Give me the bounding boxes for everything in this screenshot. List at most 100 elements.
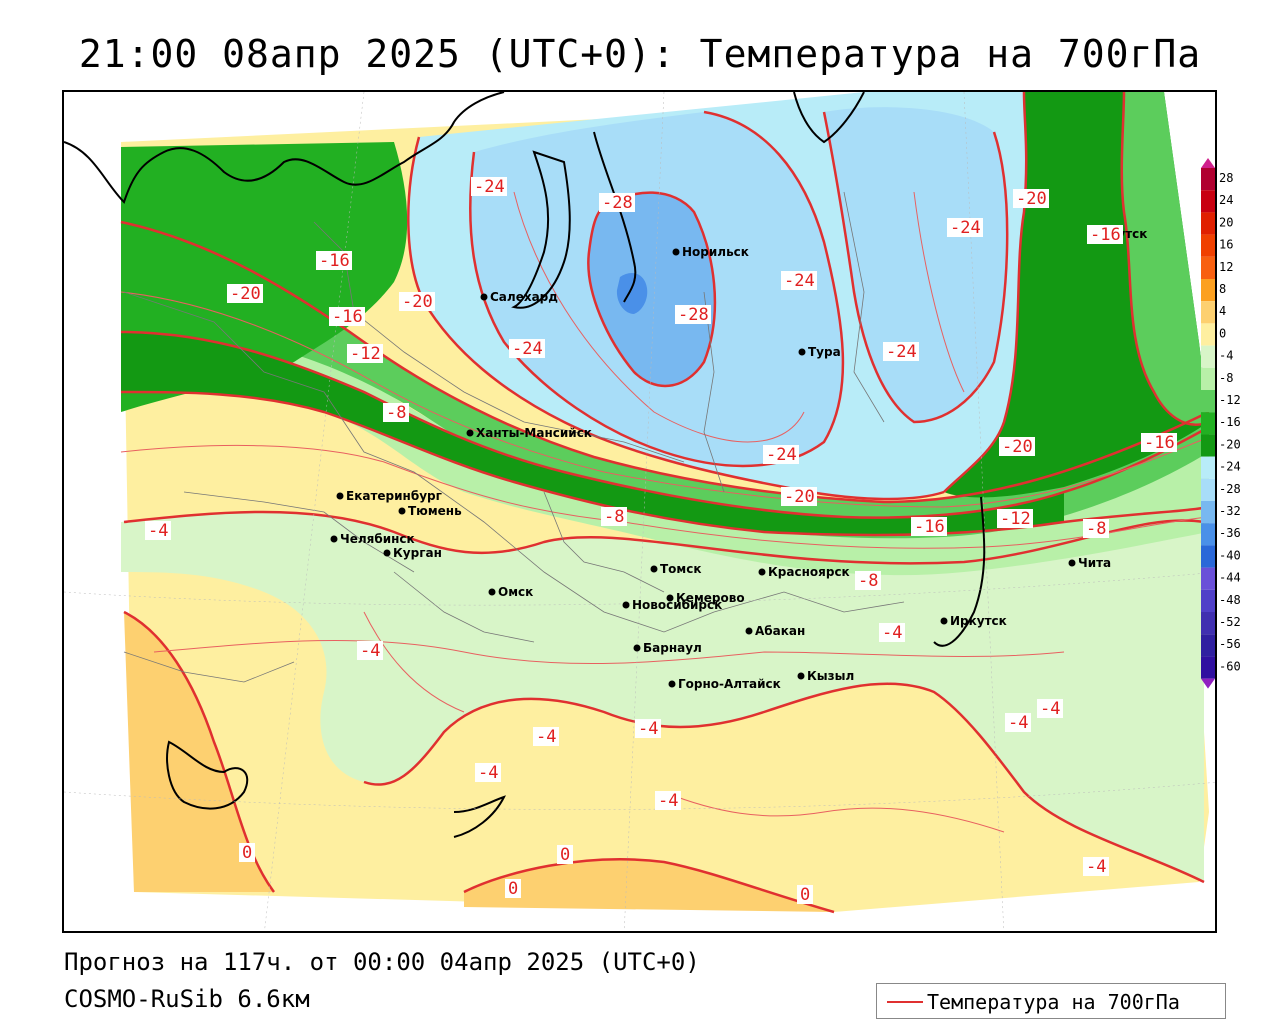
isotherm-label-bg xyxy=(399,292,435,311)
isotherm-label-bg xyxy=(1083,857,1109,876)
isotherm-label-text: -4 xyxy=(1008,713,1028,733)
isotherm-label-bg xyxy=(947,218,983,237)
isotherm-label: -24 xyxy=(471,177,507,197)
isotherm-label-bg xyxy=(635,719,661,738)
city-marker xyxy=(383,549,391,557)
isotherm-label-text: 0 xyxy=(508,879,518,899)
isotherm-label-text: -16 xyxy=(1144,433,1175,453)
isotherm-label: 0 xyxy=(797,885,813,905)
isotherm-label-bg xyxy=(383,403,409,422)
isotherm-label: -4 xyxy=(1037,699,1063,719)
isotherm-label-text: -16 xyxy=(914,517,945,537)
city-marker xyxy=(480,293,488,301)
scale-tick-label: -36 xyxy=(1219,526,1241,540)
city-label: Омск xyxy=(498,585,533,599)
isotherm-label: -24 xyxy=(781,271,817,291)
city-marker xyxy=(633,644,641,652)
isotherm-label: -20 xyxy=(399,292,435,312)
isotherm-label: -16 xyxy=(1141,433,1177,453)
scale-tick-label: 12 xyxy=(1219,260,1233,274)
isotherm-label: -16 xyxy=(1087,225,1123,245)
isotherm-label: 0 xyxy=(557,845,573,865)
isotherm-labels-layer: -24 -28 -28 -20 -16 -24 -24 -24 -16 -20 -16 -20 -12 -… xyxy=(145,177,1177,905)
scale-swatch xyxy=(1201,656,1215,679)
scale-swatch xyxy=(1201,212,1215,235)
isotherm-label: -4 xyxy=(357,641,383,661)
scale-tick-label: -8 xyxy=(1219,371,1233,385)
scale-swatch xyxy=(1201,589,1215,612)
isotherm-label-text: -20 xyxy=(230,284,261,304)
city-label: Горно-Алтайск xyxy=(678,677,781,691)
zone-0-plus xyxy=(124,612,274,892)
isotherm-label-bg xyxy=(533,727,559,746)
isotherm-label-text: -28 xyxy=(678,305,709,325)
isotherm-label-bg xyxy=(781,487,817,506)
isotherm-label-text: -24 xyxy=(950,218,981,238)
city-label: Красноярск xyxy=(768,565,850,579)
city-label: Барнаул xyxy=(643,641,702,655)
scale-tick-label: -48 xyxy=(1219,593,1241,607)
isotherm-label: -16 xyxy=(911,517,947,537)
scale-swatch xyxy=(1201,279,1215,302)
isotherm-label-text: -4 xyxy=(658,791,678,811)
isotherm-label-text: -16 xyxy=(319,251,350,271)
scale-tick-label: 20 xyxy=(1219,215,1233,229)
isotherm-label-bg xyxy=(797,885,813,904)
isotherm-label-bg xyxy=(763,445,799,464)
isotherm-label-text: -4 xyxy=(882,623,902,643)
isotherm-lines xyxy=(120,92,1210,914)
zone-0-plus-2 xyxy=(464,859,834,912)
isotherm-label-text: -4 xyxy=(148,521,168,541)
scale-tick-label: -44 xyxy=(1219,571,1241,585)
isotherm-label-text: -12 xyxy=(1000,509,1031,529)
isotherm-label-bg xyxy=(1013,189,1049,208)
isotherm-label-text: 0 xyxy=(800,885,810,905)
isotherm-label-bg xyxy=(316,251,352,270)
thin-isotherms xyxy=(120,191,1210,833)
isotherm-label: 0 xyxy=(505,879,521,899)
city-marker xyxy=(666,594,674,602)
scale-swatch xyxy=(1201,412,1215,435)
scale-tick-label: -52 xyxy=(1219,615,1241,629)
isotherm-label-text: -24 xyxy=(512,339,543,359)
city-marker xyxy=(798,348,806,356)
scale-swatch xyxy=(1201,301,1215,324)
city-marker xyxy=(940,617,948,625)
isotherm-label-bg xyxy=(1087,225,1123,244)
temperature-map: ЯкутскНорильскСалехардТураХанты-Мансийск… xyxy=(64,92,1215,931)
isotherm-label-text: 0 xyxy=(560,845,570,865)
isotherm-label-bg xyxy=(1083,519,1109,538)
scale-swatch xyxy=(1201,567,1215,590)
isotherm-label: -12 xyxy=(997,509,1033,529)
isotherm-label: -20 xyxy=(1013,189,1049,209)
isotherm-label-text: -4 xyxy=(478,763,498,783)
isotherm-label-text: -8 xyxy=(604,507,624,527)
scale-tick-label: 24 xyxy=(1219,193,1233,207)
isotherm-label-bg xyxy=(999,437,1035,456)
isotherm-label-bg xyxy=(471,177,507,196)
legend-line-swatch xyxy=(887,1001,923,1003)
isotherm-label: -8 xyxy=(1083,519,1109,539)
isotherm-label-bg xyxy=(145,521,171,540)
isotherm-label: -28 xyxy=(675,305,711,325)
isotherm-label-text: -24 xyxy=(474,177,505,197)
scale-swatch xyxy=(1201,634,1215,657)
isotherm-label-text: -20 xyxy=(1016,189,1047,209)
zone-minus28 xyxy=(588,192,715,386)
scale-swatch xyxy=(1201,501,1215,524)
isotherm-label: -16 xyxy=(316,251,352,271)
isotherm-label: 0 xyxy=(239,843,255,863)
scale-swatch xyxy=(1201,234,1215,257)
isotherm-label-text: -8 xyxy=(858,571,878,591)
isotherm-label-bg xyxy=(997,509,1033,528)
scale-tick-label: -32 xyxy=(1219,504,1241,518)
map-title: 21:00 08апр 2025 (UTC+0): Температура на… xyxy=(78,32,1202,76)
scale-swatch xyxy=(1201,545,1215,568)
scale-swatch xyxy=(1201,523,1215,546)
isotherm-label-text: -4 xyxy=(638,719,658,739)
isotherm-label-bg xyxy=(655,791,681,810)
city-label: Тюмень xyxy=(408,504,462,518)
scale-swatch xyxy=(1201,345,1215,368)
city-label: Екатеринбург xyxy=(346,489,442,503)
scale-tick-label: -16 xyxy=(1219,415,1241,429)
